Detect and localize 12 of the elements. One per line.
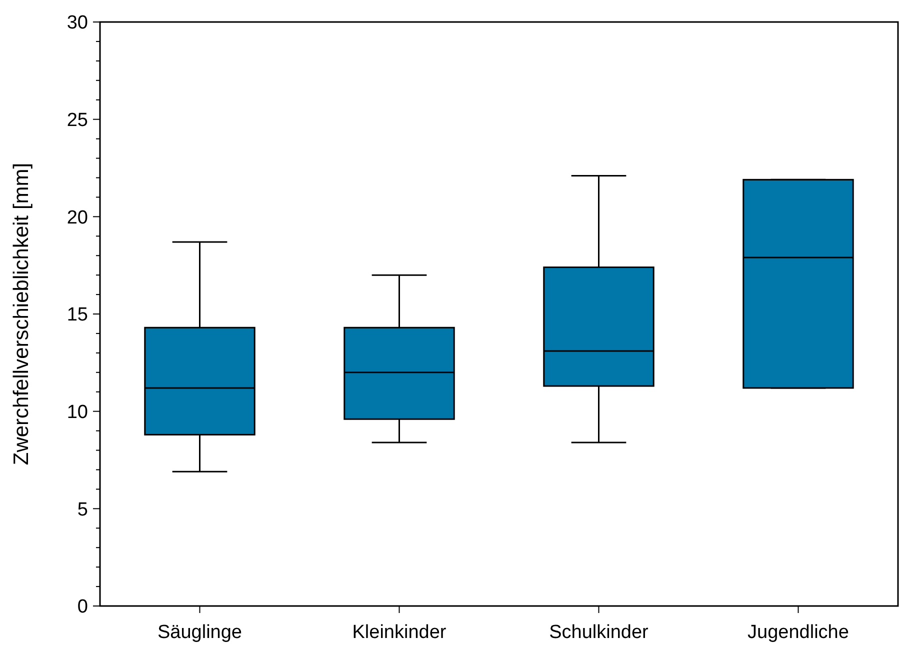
- y-tick-label: 0: [77, 596, 88, 618]
- x-tick-label: Säuglinge: [157, 622, 242, 643]
- x-tick-label: Jugendliche: [748, 622, 849, 643]
- y-tick-label: 30: [66, 12, 88, 34]
- y-tick-label: 15: [66, 304, 88, 326]
- y-tick-label: 25: [66, 110, 88, 131]
- y-tick-label: 20: [66, 207, 88, 228]
- x-tick-label: Kleinkinder: [352, 622, 447, 643]
- y-tick-label: 5: [77, 499, 88, 520]
- y-tick-label: 10: [66, 402, 88, 423]
- x-tick-label: Schulkinder: [549, 622, 650, 643]
- y-axis-title: Zwerchfellverschieblichkeit [mm]: [10, 162, 33, 466]
